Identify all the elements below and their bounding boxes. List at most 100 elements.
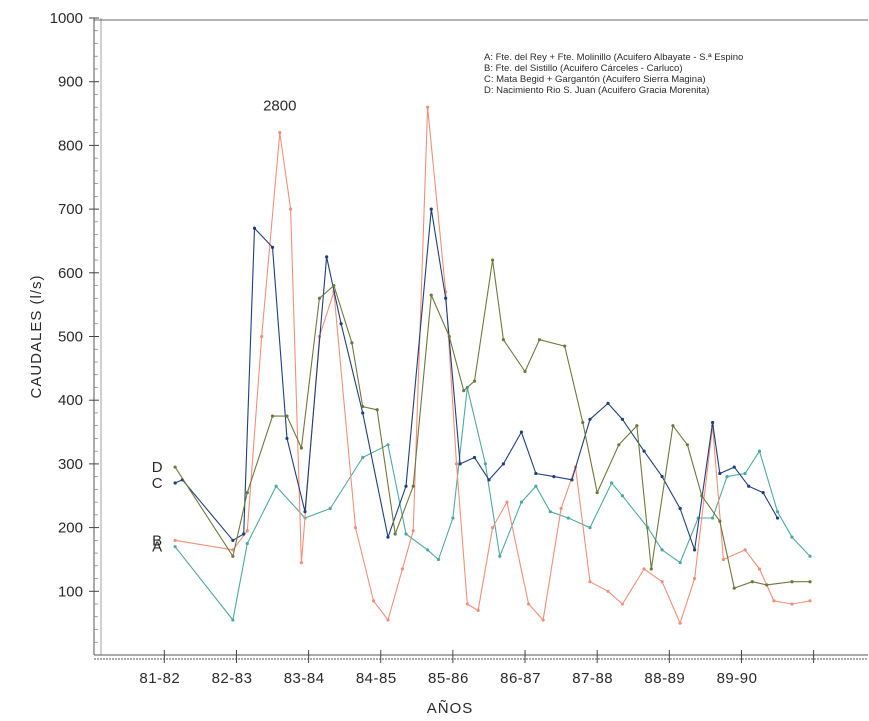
data-point bbox=[285, 436, 289, 441]
data-point bbox=[454, 462, 459, 466]
data-point bbox=[523, 369, 527, 374]
y-tick-label: 600 bbox=[58, 265, 83, 282]
data-point bbox=[404, 532, 408, 536]
y-tick-label: 800 bbox=[58, 137, 83, 154]
legend-entry: D: Nacimiento Rio S. Juan (Acuifero Grac… bbox=[484, 85, 709, 96]
data-point bbox=[588, 580, 592, 584]
data-point bbox=[642, 449, 646, 453]
data-point bbox=[700, 494, 704, 498]
data-point bbox=[718, 519, 722, 523]
data-point bbox=[725, 475, 729, 479]
data-point bbox=[537, 338, 542, 342]
x-tick-label: 87-88 bbox=[572, 670, 613, 687]
data-point bbox=[339, 322, 343, 326]
data-point bbox=[620, 417, 625, 421]
data-point bbox=[775, 510, 780, 514]
data-point bbox=[527, 602, 531, 606]
y-tick-label: 300 bbox=[58, 456, 83, 473]
data-point bbox=[285, 414, 289, 418]
data-point bbox=[444, 296, 448, 300]
data-point bbox=[808, 599, 812, 603]
data-point bbox=[660, 548, 664, 552]
data-point bbox=[361, 455, 365, 460]
data-point bbox=[808, 554, 812, 558]
data-point bbox=[750, 580, 754, 584]
data-point bbox=[231, 618, 235, 622]
data-point bbox=[231, 538, 235, 542]
data-point bbox=[173, 538, 177, 542]
data-point bbox=[242, 532, 246, 536]
data-point bbox=[617, 443, 621, 447]
data-point bbox=[790, 602, 794, 606]
data-point bbox=[678, 506, 682, 511]
data-point bbox=[260, 334, 264, 339]
data-point bbox=[447, 334, 451, 339]
data-point bbox=[610, 481, 614, 485]
data-point bbox=[299, 446, 303, 450]
data-point bbox=[649, 567, 653, 571]
peak-annotation: 2800 bbox=[263, 98, 296, 115]
data-point bbox=[299, 561, 303, 565]
data-point bbox=[476, 608, 480, 613]
data-point bbox=[270, 414, 275, 418]
data-point bbox=[350, 341, 354, 345]
data-point bbox=[361, 404, 365, 409]
x-tick-label: 85-86 bbox=[428, 670, 469, 687]
data-point bbox=[660, 475, 664, 479]
data-point bbox=[808, 580, 812, 584]
data-point bbox=[487, 478, 491, 482]
data-point bbox=[451, 516, 455, 520]
data-point bbox=[692, 576, 697, 581]
data-point bbox=[231, 554, 235, 558]
data-point bbox=[328, 506, 332, 511]
data-point bbox=[386, 443, 390, 447]
data-point bbox=[671, 424, 675, 428]
data-point bbox=[747, 484, 751, 488]
data-point bbox=[678, 621, 682, 625]
data-point bbox=[386, 618, 390, 622]
y-tick-label: 700 bbox=[58, 201, 83, 218]
data-point bbox=[371, 599, 376, 603]
data-point bbox=[173, 465, 177, 469]
legend-entry: C: Mata Begid + Gargantón (Acuifero Sier… bbox=[484, 74, 706, 85]
data-point bbox=[765, 583, 769, 587]
data-point bbox=[498, 554, 502, 558]
data-point bbox=[692, 548, 697, 552]
data-point bbox=[642, 567, 646, 571]
data-point bbox=[501, 338, 505, 342]
data-point bbox=[386, 535, 390, 539]
data-point bbox=[588, 417, 592, 421]
x-tick-label: 86-87 bbox=[500, 670, 541, 687]
y-tick-label: 200 bbox=[58, 520, 83, 537]
data-point bbox=[278, 131, 282, 135]
data-point bbox=[400, 567, 404, 571]
series-label-b: B bbox=[152, 532, 162, 549]
data-point bbox=[332, 283, 336, 288]
data-point bbox=[660, 580, 664, 584]
data-point bbox=[757, 567, 762, 571]
x-axis-title: AÑOS bbox=[427, 700, 474, 716]
data-point bbox=[757, 449, 762, 453]
data-point bbox=[772, 599, 776, 603]
x-tick-label: 83-84 bbox=[284, 670, 325, 687]
data-point bbox=[790, 535, 794, 539]
data-point bbox=[732, 586, 736, 590]
y-tick-label: 100 bbox=[58, 583, 83, 600]
data-point bbox=[595, 490, 599, 495]
data-point bbox=[245, 541, 249, 546]
data-point bbox=[404, 484, 408, 488]
x-tick-label: 89-90 bbox=[717, 670, 758, 687]
y-axis-title: CAUDALES (l/s) bbox=[28, 274, 45, 398]
data-point bbox=[743, 471, 747, 476]
data-point bbox=[548, 510, 552, 514]
data-point bbox=[620, 494, 625, 498]
data-point bbox=[718, 471, 722, 476]
data-point bbox=[552, 475, 556, 479]
data-point bbox=[270, 245, 275, 249]
data-point bbox=[534, 484, 538, 488]
data-point bbox=[274, 484, 278, 488]
data-point bbox=[325, 255, 329, 259]
data-point bbox=[761, 490, 765, 495]
data-point bbox=[541, 618, 545, 622]
